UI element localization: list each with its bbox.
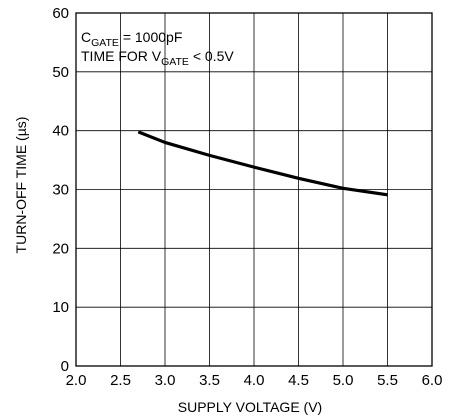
annotation-2-rest: < 0.5V — [189, 48, 234, 64]
x-tick-label-3: 3.5 — [199, 372, 220, 389]
annotation-line-1: CGATE = 1000pF — [81, 29, 182, 49]
plot-frame — [75, 12, 433, 367]
x-tick-label-1: 2.5 — [110, 372, 131, 389]
x-tick-label-4: 4.0 — [244, 372, 265, 389]
tick-labels: 2.0 2.5 3.0 3.5 4.0 4.5 5.0 5.5 6.0 0 10 20 30 40 50 60 — [52, 5, 442, 389]
x-tick-label-0: 2.0 — [66, 372, 87, 389]
x-tick-label-8: 6.0 — [422, 372, 443, 389]
x-tick-label-2: 3.0 — [155, 372, 176, 389]
y-tick-label-5: 50 — [52, 64, 69, 81]
annotation-1-rest: = 1000pF — [119, 29, 182, 45]
y-tick-label-1: 10 — [52, 299, 69, 316]
x-tick-label-5: 4.5 — [288, 372, 309, 389]
y-tick-label-3: 30 — [52, 182, 69, 199]
annotation-2-main: TIME FOR V — [81, 48, 162, 64]
annotation-1-sub: GATE — [91, 37, 119, 49]
annotation-line-2: TIME FOR VGATE < 0.5V — [81, 48, 234, 68]
x-tick-label-6: 5.0 — [333, 372, 354, 389]
y-tick-label-2: 20 — [52, 240, 69, 257]
annotation-1-main: C — [81, 29, 91, 45]
grid — [76, 13, 432, 366]
series-line — [137, 130, 388, 197]
y-tick-label-6: 60 — [52, 5, 69, 22]
y-tick-label-0: 0 — [61, 358, 69, 375]
y-tick-label-4: 40 — [52, 123, 69, 140]
x-tick-label-7: 5.5 — [377, 372, 398, 389]
y-axis-title: TURN-OFF TIME (µs) — [13, 117, 29, 254]
annotation-2-sub: GATE — [161, 56, 189, 68]
x-axis-title: SUPPLY VOLTAGE (V) — [178, 399, 322, 415]
